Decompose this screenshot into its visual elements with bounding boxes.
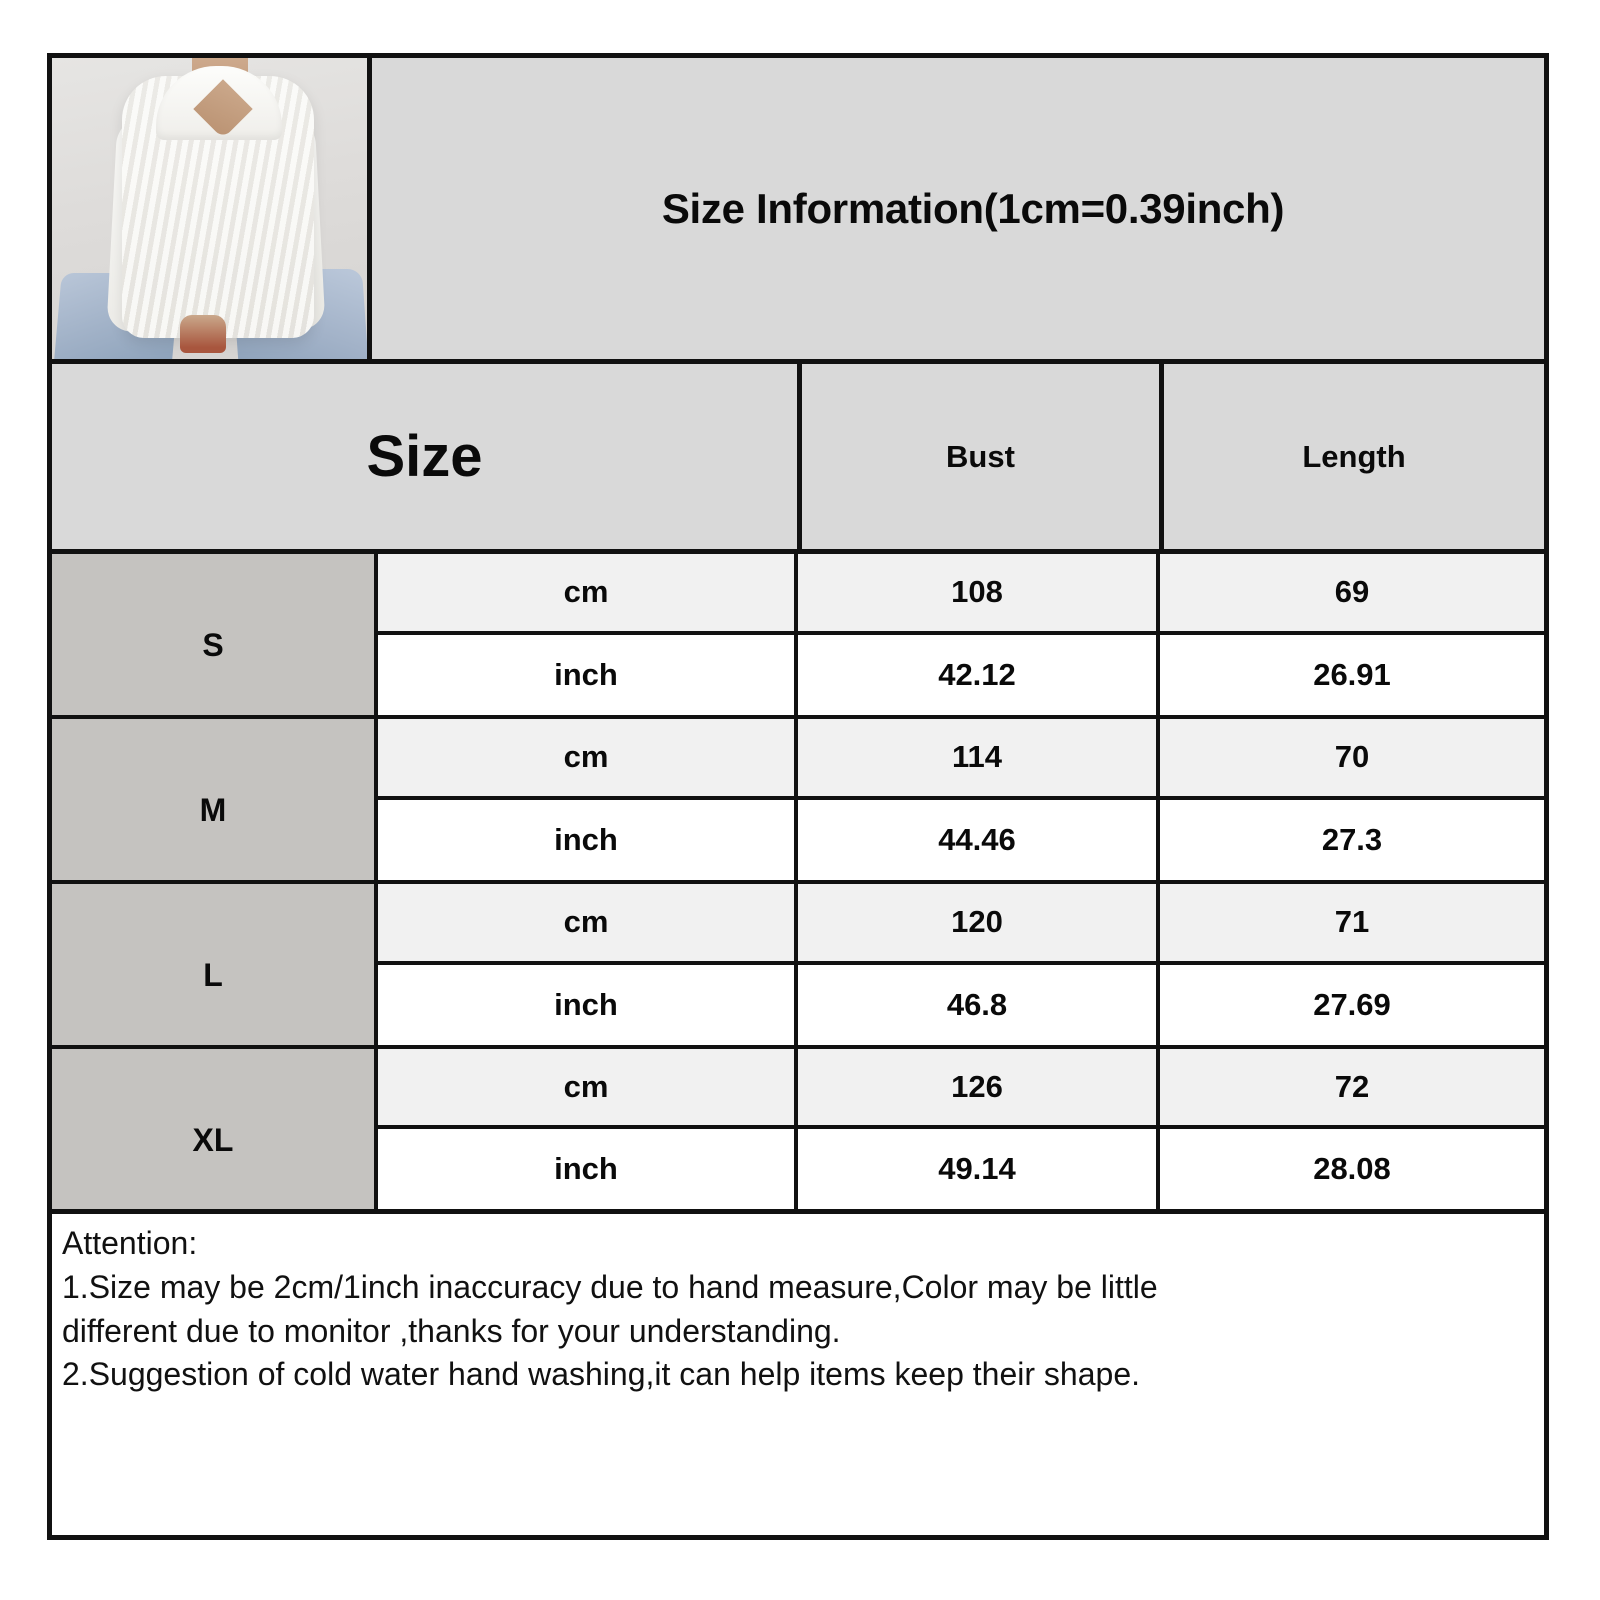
cm-row: cm 126 72 [378,1049,1544,1129]
unit-cell: inch [378,1129,798,1209]
size-group-rows: cm 108 69 inch 42.12 [378,554,1544,715]
table-row: M cm 114 70 inch [52,719,1544,884]
size-group-rows: cm 114 70 inch 44.46 [378,719,1544,880]
unit-cell: inch [378,799,798,880]
cm-row: cm 108 69 [378,554,1544,635]
table-header-row: Size Bust Length [52,364,1544,554]
table-row: S cm 108 69 inch [52,554,1544,719]
table-row: XL cm 126 72 inch [52,1049,1544,1214]
unit-label: cm [563,739,609,775]
bust-value-cell: 49.14 [798,1129,1160,1209]
size-label-cell: M [52,719,378,880]
bust-value: 114 [951,739,1002,775]
bust-value: 120 [951,904,1003,940]
bust-value: 42.12 [938,656,1016,692]
size-label-cell: XL [52,1049,378,1209]
length-value-cell: 26.91 [1160,635,1544,716]
product-photo-cell [52,58,372,359]
header-bust-label: Bust [946,438,1015,474]
size-chart-table: Size Information(1cm=0.39inch) Size Bust… [47,53,1549,1540]
bust-value: 46.8 [946,986,1008,1022]
inch-row: inch 46.8 27.69 [378,964,1544,1046]
length-value: 28.08 [1313,1151,1391,1186]
attention-line-3: 2.Suggestion of cold water hand washing,… [62,1356,1140,1393]
bust-value-cell: 44.46 [798,799,1160,880]
length-value: 72 [1334,1069,1370,1104]
length-value: 71 [1334,904,1370,940]
length-value-cell: 27.3 [1160,800,1544,881]
bust-value-cell: 108 [798,554,1160,631]
model-hands-shape [180,315,226,353]
length-value-cell: 71 [1160,884,1544,961]
size-group-rows: cm 126 72 inch 49.14 [378,1049,1544,1209]
attention-block: Attention: 1.Size may be 2cm/1inch inacc… [52,1214,1544,1529]
chart-top-band: Size Information(1cm=0.39inch) [52,58,1544,364]
bust-value: 108 [951,574,1003,610]
header-length-label: Length [1302,438,1406,474]
length-value: 26.91 [1313,656,1391,692]
length-value-cell: 28.08 [1160,1129,1544,1209]
bust-value: 126 [951,1069,1003,1104]
unit-cell: cm [378,884,798,961]
attention-line-1: 1.Size may be 2cm/1inch inaccuracy due t… [62,1268,1158,1305]
unit-cell: cm [378,719,798,796]
length-value-cell: 27.69 [1160,965,1544,1046]
unit-label: inch [554,821,618,857]
inch-row: inch 42.12 26.91 [378,634,1544,716]
table-row: L cm 120 71 inch [52,884,1544,1049]
unit-label: inch [554,1151,618,1186]
size-label-cell: S [52,554,378,715]
length-value-cell: 72 [1160,1049,1544,1125]
unit-label: cm [563,1069,609,1104]
header-size-cell: Size [52,364,802,549]
unit-label: cm [563,574,609,610]
cm-row: cm 120 71 [378,884,1544,965]
inch-row: inch 49.14 28.08 [378,1129,1544,1209]
length-value: 69 [1334,574,1370,610]
size-label-text: XL [192,1121,234,1158]
length-value-cell: 70 [1160,719,1544,796]
unit-label: inch [554,656,618,692]
unit-label: cm [563,904,609,940]
bust-value: 49.14 [938,1151,1016,1186]
bust-value-cell: 42.12 [798,634,1160,715]
size-label-cell: L [52,884,378,1045]
length-value-cell: 69 [1160,554,1544,631]
size-label-text: M [199,792,227,828]
bust-value-cell: 114 [798,719,1160,796]
attention-heading: Attention: [62,1225,198,1261]
header-length-cell: Length [1164,364,1544,549]
unit-label: inch [554,986,618,1022]
attention-line-2: different due to monitor ,thanks for you… [62,1312,841,1349]
inch-row: inch 44.46 27.3 [378,799,1544,881]
length-value: 27.69 [1313,986,1391,1022]
bust-value-cell: 46.8 [798,964,1160,1045]
unit-cell: inch [378,964,798,1045]
bust-value-cell: 120 [798,884,1160,961]
length-value: 70 [1334,739,1370,775]
bust-value-cell: 126 [798,1049,1160,1125]
length-value: 27.3 [1321,821,1383,857]
header-size-label: Size [366,424,483,489]
cm-row: cm 114 70 [378,719,1544,800]
size-label-text: S [202,627,224,663]
unit-cell: cm [378,1049,798,1125]
size-label-text: L [203,957,223,993]
unit-cell: inch [378,634,798,715]
size-group-rows: cm 120 71 inch 46.8 [378,884,1544,1045]
bust-value: 44.46 [938,821,1016,857]
chart-title: Size Information(1cm=0.39inch) [661,184,1285,232]
chart-title-cell: Size Information(1cm=0.39inch) [372,58,1544,359]
header-bust-cell: Bust [802,364,1164,549]
unit-cell: cm [378,554,798,631]
product-photo-image [52,58,367,359]
